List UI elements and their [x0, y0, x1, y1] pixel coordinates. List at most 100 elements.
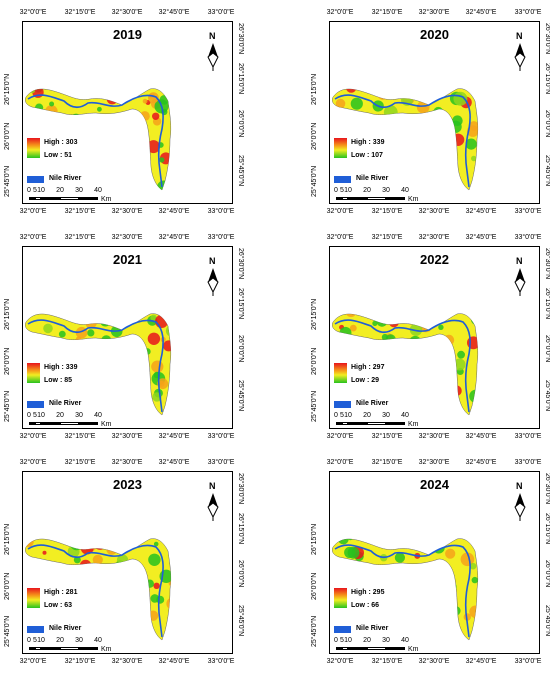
latitude-tick-right: 25°45'0"N [544, 155, 550, 187]
longitude-tick-top: 32°0'0"E [19, 234, 47, 241]
longitude-tick-bottom: 32°30'0"E [418, 208, 450, 215]
raster-patch [79, 611, 90, 623]
latitude-tick-left: 26°15'0"N [311, 298, 318, 330]
raster-patch [68, 577, 78, 587]
map-frame [329, 21, 540, 204]
scale-segment [60, 647, 79, 650]
raster-patch [335, 98, 346, 109]
raster-patch [428, 603, 440, 615]
longitude-tick-bottom: 32°45'0"E [465, 658, 497, 665]
scale-unit: Km [101, 196, 112, 203]
river-legend-label: Nile River [356, 400, 389, 407]
latitude-tick-right: 26°30'0"N [237, 23, 244, 55]
map-panel-2021: 2021 N High : 339 Low : 85 Nile River 0 5 10 20 3… [0, 230, 255, 446]
legend-low-value: 29 [371, 377, 380, 384]
longitude-tick-top: 32°45'0"E [465, 459, 497, 466]
longitude-tick-top: 32°15'0"E [371, 9, 403, 16]
scale-segment [386, 647, 405, 650]
scale-segment [336, 422, 342, 425]
raster-patch [85, 316, 97, 329]
longitude-tick-bottom: 32°15'0"E [371, 208, 403, 215]
raster-patch [376, 315, 388, 327]
latitude-tick-left: 26°15'0"N [4, 523, 11, 555]
legend-high: High : 339 [351, 139, 384, 146]
north-letter: N [209, 481, 216, 491]
map-frame [329, 471, 540, 654]
raster-patch [389, 317, 399, 328]
raster-patch [87, 329, 95, 337]
raster-patch [145, 579, 154, 588]
nile-river-line [334, 319, 471, 413]
map-title: 2020 [420, 27, 449, 42]
legend-low-prefix: Low : [44, 377, 65, 384]
raster-patch [394, 161, 409, 176]
latitude-tick-right: 26°0'0"N [237, 560, 244, 588]
longitude-tick-top: 32°45'0"E [465, 234, 497, 241]
legend-high-value: 281 [65, 589, 78, 596]
raster-patch [436, 156, 444, 164]
raster-patch [332, 612, 336, 617]
scale-label: 0 [27, 187, 31, 194]
raster-patch [426, 584, 437, 595]
raster-patch [69, 349, 80, 360]
raster-patch [409, 629, 415, 635]
longitude-tick-bottom: 32°30'0"E [418, 658, 450, 665]
raster-patch [395, 367, 400, 372]
raster-patch [389, 379, 402, 392]
raster-patch [423, 377, 430, 384]
longitude-tick-top: 32°0'0"E [326, 459, 354, 466]
longitude-tick-top: 32°30'0"E [418, 459, 450, 466]
raster-patch [407, 570, 414, 578]
legend-high-prefix: High : [44, 139, 66, 146]
raster-patch [473, 403, 478, 410]
raster-patch [81, 88, 90, 92]
latitude-tick-right: 26°15'0"N [237, 513, 244, 545]
latitude-tick-left: 26°0'0"N [4, 347, 11, 375]
raster-patch [445, 548, 456, 559]
raster-patch [406, 128, 415, 137]
raster-patch [147, 332, 161, 345]
raster-patch [373, 611, 384, 622]
latitude-tick-right: 26°15'0"N [544, 513, 550, 545]
raster-patch [383, 315, 393, 325]
longitude-tick-bottom: 32°0'0"E [326, 658, 354, 665]
raster-patch [45, 105, 58, 118]
map-title: 2022 [420, 252, 449, 267]
raster-patch [128, 135, 138, 145]
raster-patch [25, 130, 31, 137]
legend-low: Low : 63 [44, 602, 72, 609]
raster-patch [363, 576, 371, 584]
raster-patch [122, 135, 134, 147]
scale-segment [79, 422, 98, 425]
raster-patch [390, 564, 399, 573]
raster-patch [403, 121, 410, 128]
longitude-tick-top: 32°0'0"E [19, 9, 47, 16]
longitude-tick-bottom: 32°30'0"E [111, 433, 143, 440]
raster-patch [410, 566, 422, 578]
raster-patch [166, 597, 171, 610]
scale-segment [41, 647, 60, 650]
scale-label: 0 [334, 412, 338, 419]
latitude-tick-left: 25°45'0"N [4, 390, 11, 422]
river-swatch [334, 401, 351, 408]
legend-high-prefix: High : [44, 589, 66, 596]
scale-label: 40 [401, 187, 409, 194]
raster-patch [122, 613, 136, 627]
latitude-tick-right: 26°15'0"N [237, 63, 244, 95]
raster-patch [353, 123, 359, 129]
latitude-tick-right: 26°30'0"N [544, 473, 550, 505]
scale-bar: 0 5 10 20 30 40 Km [27, 412, 147, 432]
raster-patch [85, 624, 97, 636]
longitude-tick-bottom: 32°0'0"E [19, 208, 47, 215]
raster-patch [393, 594, 401, 602]
raster-patch [404, 538, 415, 549]
legend-low-prefix: Low : [351, 377, 372, 384]
study-area-map [332, 538, 479, 641]
map-title: 2021 [113, 252, 142, 267]
raster-patch [427, 309, 431, 313]
longitude-tick-bottom: 32°45'0"E [465, 433, 497, 440]
raster-patch [447, 382, 453, 388]
longitude-tick-bottom: 32°0'0"E [326, 433, 354, 440]
latitude-tick-right: 26°30'0"N [544, 248, 550, 280]
raster-patch [145, 401, 151, 406]
